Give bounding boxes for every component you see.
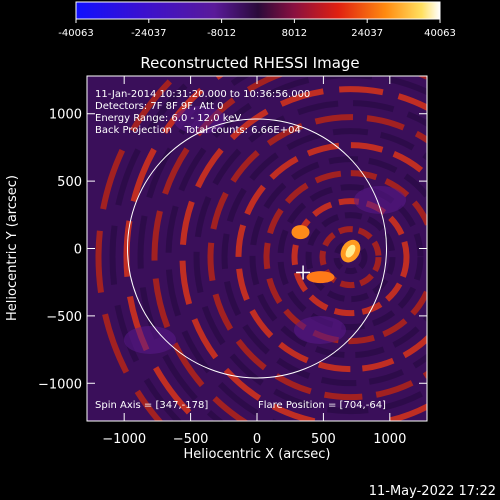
footer-timestamp: 11-May-2022 17:22 [369,484,496,499]
colorbar-gradient [75,1,441,20]
colorbar-tick-label: 8012 [282,28,307,39]
back-projection-ring [179,86,427,421]
flare-position-label: Flare Position = [704,-64] [258,400,386,411]
back-projection-ring [123,76,224,421]
annotation-energy-range: Energy Range: 6.0 - 12.0 keV [95,113,241,124]
colorbar-tick-label: -24037 [131,28,166,39]
annotation-detectors: Detectors: 7F 8F 9F, Att 0 [95,101,223,112]
flare-source-secondary [291,225,310,240]
y-axis-label: Heliocentric Y (arcsec) [5,175,20,321]
colorbar-tick-label: 24037 [351,28,383,39]
y-tick-label: −1000 [38,377,82,392]
back-projection-ring [291,198,410,317]
flare-source-secondary [306,271,335,284]
emission-blob [354,186,406,214]
back-projection-ring [305,212,396,303]
annotation-block: 11-Jan-2014 10:31:20.000 to 10:36:56.000… [95,89,310,136]
x-tick-label: 0 [253,432,261,447]
y-tick-label: −500 [46,310,82,325]
colorbar-tick-label: -8012 [207,28,236,39]
back-projection-ring [109,76,201,421]
back-projection-ring [193,100,427,415]
back-projection-ring [137,76,251,421]
x-tick-label: −1000 [102,432,146,447]
chart-title: Reconstructed RHESSI Image [140,54,359,72]
emission-blob [294,316,346,344]
spin-axis-label: Spin Axis = [347,-178] [95,400,208,411]
back-projection-ring [95,76,180,421]
colorbar: -40063 -24037 -8012 8012 24037 40063 [58,1,456,39]
solar-limb-circle [127,118,387,379]
colorbar-ticks: -40063 -24037 -8012 8012 24037 40063 [58,19,456,39]
back-projection-ring [151,76,427,421]
y-tick-label: 1000 [49,108,82,123]
y-tick-label: 0 [74,243,82,258]
back-projection-ring [207,114,427,401]
colorbar-tick-label: 40063 [424,28,456,39]
annotation-method-counts: Back Projection Total counts: 6.66E+04 [95,125,301,136]
back-projection-ring [319,226,382,289]
x-tick-label: 1000 [373,432,406,447]
flare-position-marker [296,265,311,280]
colorbar-tick-label: -40063 [58,28,93,39]
x-axis-ticks: −1000 −500 0 500 1000 [102,76,406,447]
x-axis-label: Heliocentric X (arcsec) [184,447,331,462]
heatmap-layer [95,76,427,421]
y-axis-ticks: 1000 500 0 −500 −1000 [38,108,427,392]
back-projection-ring [221,128,427,387]
flare-source-core [345,244,356,258]
back-projection-ring [277,184,424,331]
x-tick-label: 500 [311,432,336,447]
annotation-time-range: 11-Jan-2014 10:31:20.000 to 10:36:56.000 [95,89,310,100]
back-projection-ring [263,170,427,345]
y-tick-label: 500 [57,175,82,190]
emission-blob [124,326,176,354]
x-tick-label: −500 [173,432,209,447]
